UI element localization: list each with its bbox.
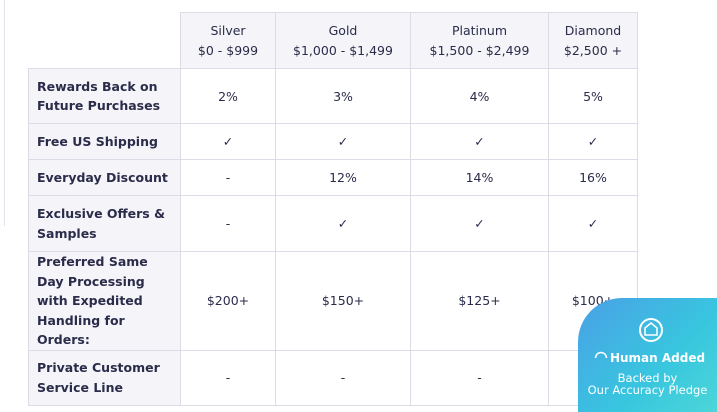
row-label: Rewards Back on Future Purchases (28, 68, 181, 124)
cell-value: ✓ (548, 123, 638, 160)
table-row: Exclusive Offers & Samples - ✓ ✓ ✓ (28, 195, 638, 252)
badge-icons (594, 318, 663, 358)
table-row: Private Customer Service Line---✓ (28, 349, 638, 406)
table-row: Preferred Same Day Processing with Exped… (28, 251, 638, 351)
row-label: Private Customer Service Line (28, 349, 181, 406)
table-row: Rewards Back on Future Purchases 2% 3% 4% 5% (28, 68, 638, 124)
accuracy-badge[interactable]: Human Added Backed by Our Accuracy Pledg… (578, 298, 717, 412)
cell-value: - (275, 349, 411, 406)
column-header: Gold $1,000 - $1,499 (275, 12, 411, 69)
badge-line: Our Accuracy Pledge (587, 383, 708, 397)
check-icon (594, 351, 608, 358)
tier-name: Platinum (451, 22, 508, 38)
header-row: Silver $0 - $999 Gold $1,000 - $1,499 Platin… (28, 12, 638, 69)
cell-value: $125+ (410, 251, 549, 351)
icon-ring (639, 318, 663, 342)
home-icon (644, 322, 658, 336)
row-label: Exclusive Offers & Samples (28, 195, 181, 252)
cell-value: 5% (548, 68, 638, 124)
tier-range: $2,500 + (563, 42, 623, 58)
page-edge (4, 0, 5, 226)
tier-range: $1,500 - $2,499 (429, 42, 530, 58)
column-header: Silver $0 - $999 (180, 12, 276, 69)
column-header: Platinum $1,500 - $2,499 (410, 12, 549, 69)
cell-value: $150+ (275, 251, 411, 351)
tier-name: Gold (328, 22, 358, 38)
row-label: Free US Shipping (28, 123, 181, 160)
cell-value: ✓ (275, 123, 411, 160)
tier-table: Silver $0 - $999 Gold $1,000 - $1,499 Platin… (28, 12, 638, 406)
cell-value: 2% (180, 68, 276, 124)
tier-name: Diamond (564, 22, 622, 38)
tier-name: Silver (210, 22, 246, 38)
badge-line: Backed by (617, 371, 678, 385)
cell-value: - (180, 159, 276, 196)
cell-value: 3% (275, 68, 411, 124)
tier-range: $1,000 - $1,499 (293, 42, 393, 58)
column-header: Diamond $2,500 + (548, 12, 638, 69)
cell-value: 16% (548, 159, 638, 196)
cell-value: ✓ (410, 195, 549, 252)
cell-value: 12% (275, 159, 411, 196)
row-label: Preferred Same Day Processing with Exped… (28, 251, 181, 351)
cell-value: 14% (410, 159, 549, 196)
cell-value: ✓ (548, 195, 638, 252)
cell-value: ✓ (410, 123, 549, 160)
cell-value: - (180, 349, 276, 406)
tier-range: $0 - $999 (197, 42, 259, 58)
cell-value: - (180, 195, 276, 252)
badge-title: Human Added (609, 351, 706, 365)
table-row: Everyday Discount -12% 14% 16% (28, 159, 638, 196)
cell-value: 4% (410, 68, 549, 124)
corner-cell (28, 12, 181, 69)
row-label: Everyday Discount (28, 159, 181, 196)
cell-value: $200+ (180, 251, 276, 351)
table-row: Free US Shipping ✓ ✓ ✓ ✓ (28, 123, 638, 160)
cell-value: - (410, 349, 549, 406)
cell-value: ✓ (180, 123, 276, 160)
cell-value: ✓ (275, 195, 411, 252)
